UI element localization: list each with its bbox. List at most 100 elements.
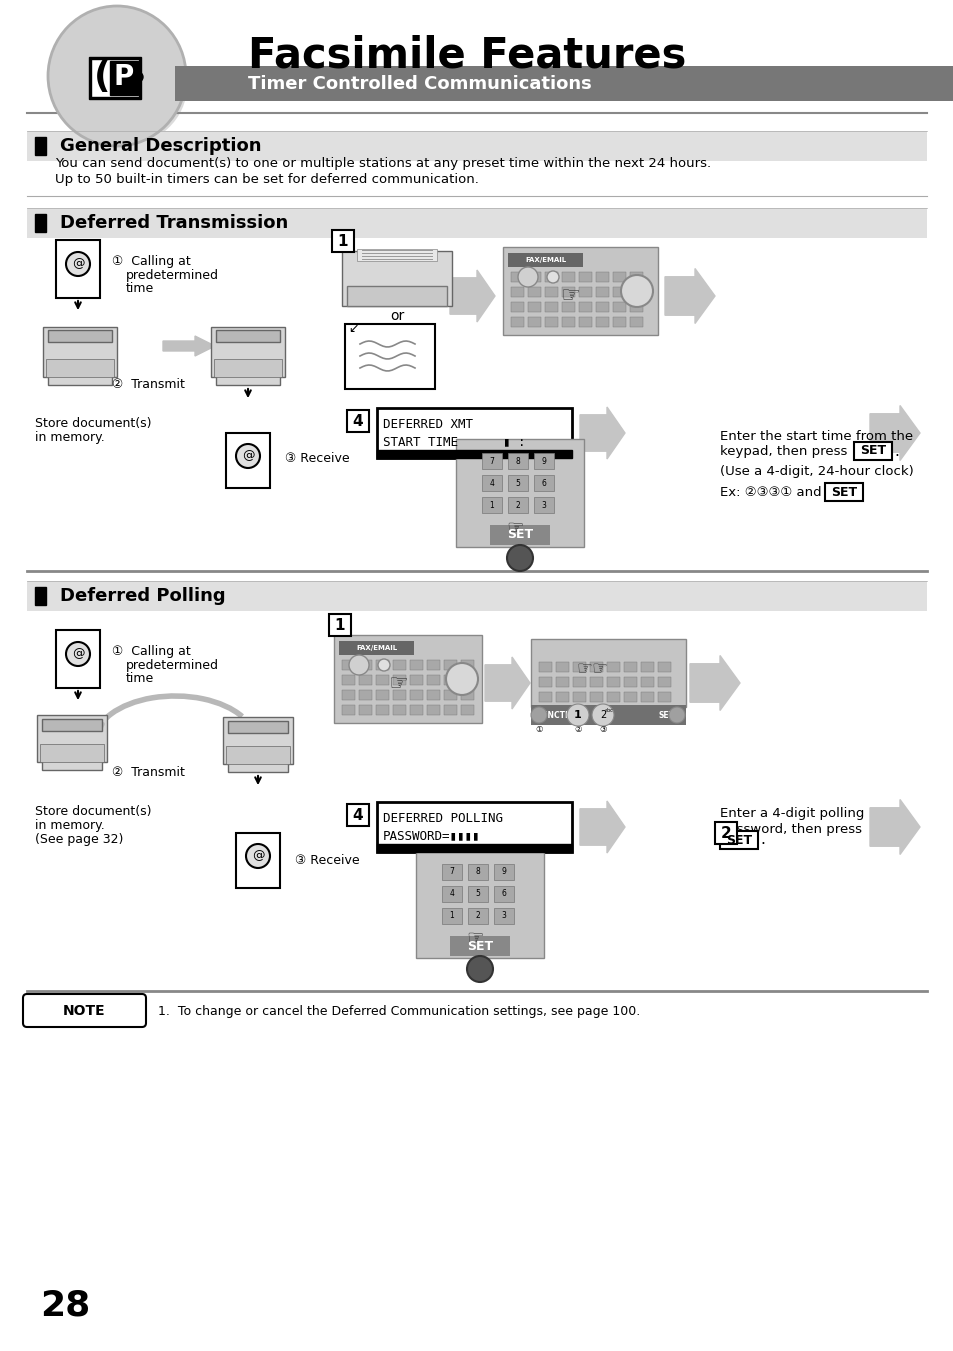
Circle shape — [517, 267, 537, 286]
Bar — [56, 240, 100, 299]
Bar — [561, 272, 575, 282]
Bar — [235, 834, 280, 888]
Bar — [853, 442, 891, 459]
Bar — [56, 630, 100, 688]
Bar — [714, 821, 737, 844]
Bar — [345, 324, 435, 389]
Bar — [211, 327, 285, 377]
Bar — [629, 272, 642, 282]
Bar — [511, 272, 523, 282]
Bar — [490, 526, 550, 544]
Bar — [534, 497, 554, 513]
Text: 9: 9 — [501, 867, 506, 877]
Polygon shape — [869, 405, 919, 461]
Bar — [228, 721, 288, 734]
Bar — [534, 453, 554, 469]
Text: (: ( — [94, 59, 111, 95]
Bar — [556, 662, 568, 671]
Text: 3: 3 — [541, 500, 546, 509]
Bar — [376, 408, 572, 458]
Circle shape — [446, 663, 477, 694]
Text: SET: SET — [725, 834, 751, 847]
Bar — [48, 376, 112, 385]
Bar — [556, 692, 568, 703]
Text: Timer Controlled Communications: Timer Controlled Communications — [248, 76, 591, 93]
Bar — [441, 865, 461, 880]
Text: ☞: ☞ — [466, 929, 483, 948]
Bar — [48, 330, 112, 342]
Bar — [561, 303, 575, 312]
Text: ☞: ☞ — [559, 286, 579, 305]
Bar — [427, 705, 439, 715]
Text: predetermined: predetermined — [126, 658, 219, 671]
Circle shape — [246, 844, 270, 867]
Bar — [27, 131, 926, 161]
Text: ☞☞: ☞☞ — [577, 659, 608, 677]
Text: Store document(s): Store document(s) — [35, 804, 152, 817]
Bar — [511, 286, 523, 297]
Bar — [578, 317, 592, 327]
Bar — [502, 247, 658, 335]
Text: (Use a 4-digit, 24-hour clock): (Use a 4-digit, 24-hour clock) — [720, 466, 913, 478]
Bar — [215, 376, 280, 385]
Text: P: P — [113, 63, 134, 91]
Bar — [481, 497, 501, 513]
Bar — [629, 317, 642, 327]
Bar — [494, 886, 514, 902]
Bar — [376, 844, 572, 852]
Bar — [507, 476, 527, 490]
Text: 1.  To change or cancel the Deferred Communication settings, see page 100.: 1. To change or cancel the Deferred Comm… — [158, 1005, 639, 1017]
Bar — [460, 661, 474, 670]
Text: SET: SET — [859, 444, 885, 458]
Bar — [410, 661, 422, 670]
Bar — [174, 66, 953, 101]
Bar — [27, 581, 926, 611]
Bar — [556, 677, 568, 688]
Bar — [640, 662, 654, 671]
Bar — [215, 330, 280, 342]
Bar — [538, 677, 552, 688]
Text: time: time — [126, 673, 154, 685]
Bar — [531, 639, 685, 707]
Bar — [35, 213, 46, 232]
Bar — [578, 303, 592, 312]
Bar — [410, 676, 422, 685]
Circle shape — [467, 957, 493, 982]
Bar — [410, 705, 422, 715]
Bar — [35, 586, 46, 605]
Bar — [596, 303, 608, 312]
Bar — [341, 251, 452, 305]
Bar — [460, 676, 474, 685]
Bar — [468, 865, 488, 880]
Bar — [393, 676, 406, 685]
Bar — [443, 690, 456, 700]
Text: ③ Receive: ③ Receive — [285, 451, 349, 465]
Bar — [410, 690, 422, 700]
Text: Up to 50 built-in timers can be set for deferred communication.: Up to 50 built-in timers can be set for … — [55, 173, 478, 186]
Bar — [460, 690, 474, 700]
Text: 6: 6 — [541, 478, 546, 488]
Bar — [375, 705, 389, 715]
Bar — [623, 677, 637, 688]
Text: DEFERRED POLLING: DEFERRED POLLING — [382, 812, 502, 824]
Text: 1: 1 — [337, 234, 348, 249]
Bar — [334, 635, 481, 723]
Bar — [89, 57, 141, 99]
Text: START TIME      ▮ :: START TIME ▮ : — [382, 435, 525, 449]
Polygon shape — [484, 657, 530, 709]
Text: 5: 5 — [515, 478, 520, 488]
Bar — [589, 662, 602, 671]
Bar — [629, 286, 642, 297]
Bar — [494, 865, 514, 880]
Text: ☞: ☞ — [506, 519, 523, 538]
Bar — [606, 692, 619, 703]
Bar — [347, 804, 369, 825]
Bar — [332, 230, 354, 253]
Bar — [213, 359, 282, 377]
Bar — [468, 886, 488, 902]
Text: SET: SET — [659, 711, 675, 720]
Bar — [544, 286, 558, 297]
Bar — [596, 317, 608, 327]
Circle shape — [506, 544, 533, 571]
Polygon shape — [664, 269, 714, 323]
